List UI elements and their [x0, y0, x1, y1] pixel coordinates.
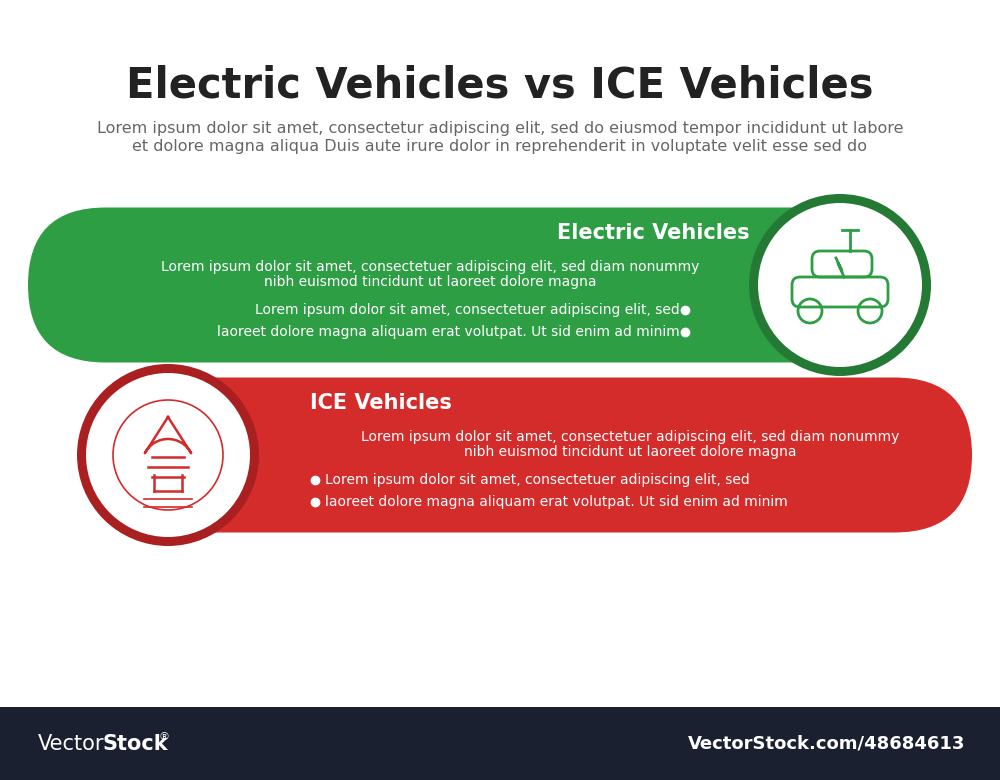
Text: Lorem ipsum dolor sit amet, consectetuer adipiscing elit, sed diam nonummy: Lorem ipsum dolor sit amet, consectetuer…: [361, 430, 899, 444]
Text: VectorStock.com/48684613: VectorStock.com/48684613: [688, 735, 965, 753]
Circle shape: [86, 373, 250, 537]
FancyBboxPatch shape: [28, 207, 920, 363]
Text: et dolore magna aliqua Duis aute irure dolor in reprehenderit in voluptate velit: et dolore magna aliqua Duis aute irure d…: [132, 140, 868, 154]
Circle shape: [77, 364, 259, 546]
Text: laoreet dolore magna aliquam erat volutpat. Ut sid enim ad minim: laoreet dolore magna aliquam erat volutp…: [217, 325, 680, 339]
Text: Stock: Stock: [103, 734, 169, 754]
Text: laoreet dolore magna aliquam erat volutpat. Ut sid enim ad minim: laoreet dolore magna aliquam erat volutp…: [325, 495, 788, 509]
Circle shape: [758, 203, 922, 367]
Text: Lorem ipsum dolor sit amet, consectetuer adipiscing elit, sed: Lorem ipsum dolor sit amet, consectetuer…: [255, 303, 680, 317]
FancyBboxPatch shape: [0, 707, 1000, 780]
Circle shape: [749, 194, 931, 376]
Text: Lorem ipsum dolor sit amet, consectetuer adipiscing elit, sed: Lorem ipsum dolor sit amet, consectetuer…: [325, 473, 750, 487]
Text: ICE Vehicles: ICE Vehicles: [310, 393, 452, 413]
Text: ®: ®: [158, 732, 169, 742]
Text: nibh euismod tincidunt ut laoreet dolore magna: nibh euismod tincidunt ut laoreet dolore…: [464, 445, 796, 459]
Text: Electric Vehicles: Electric Vehicles: [557, 223, 750, 243]
Text: nibh euismod tincidunt ut laoreet dolore magna: nibh euismod tincidunt ut laoreet dolore…: [264, 275, 596, 289]
Text: Lorem ipsum dolor sit amet, consectetur adipiscing elit, sed do eiusmod tempor i: Lorem ipsum dolor sit amet, consectetur …: [97, 120, 903, 136]
Text: Electric Vehicles vs ICE Vehicles: Electric Vehicles vs ICE Vehicles: [126, 64, 874, 106]
Text: Lorem ipsum dolor sit amet, consectetuer adipiscing elit, sed diam nonummy: Lorem ipsum dolor sit amet, consectetuer…: [161, 260, 699, 274]
Text: Vector: Vector: [38, 734, 104, 754]
FancyBboxPatch shape: [80, 378, 972, 533]
